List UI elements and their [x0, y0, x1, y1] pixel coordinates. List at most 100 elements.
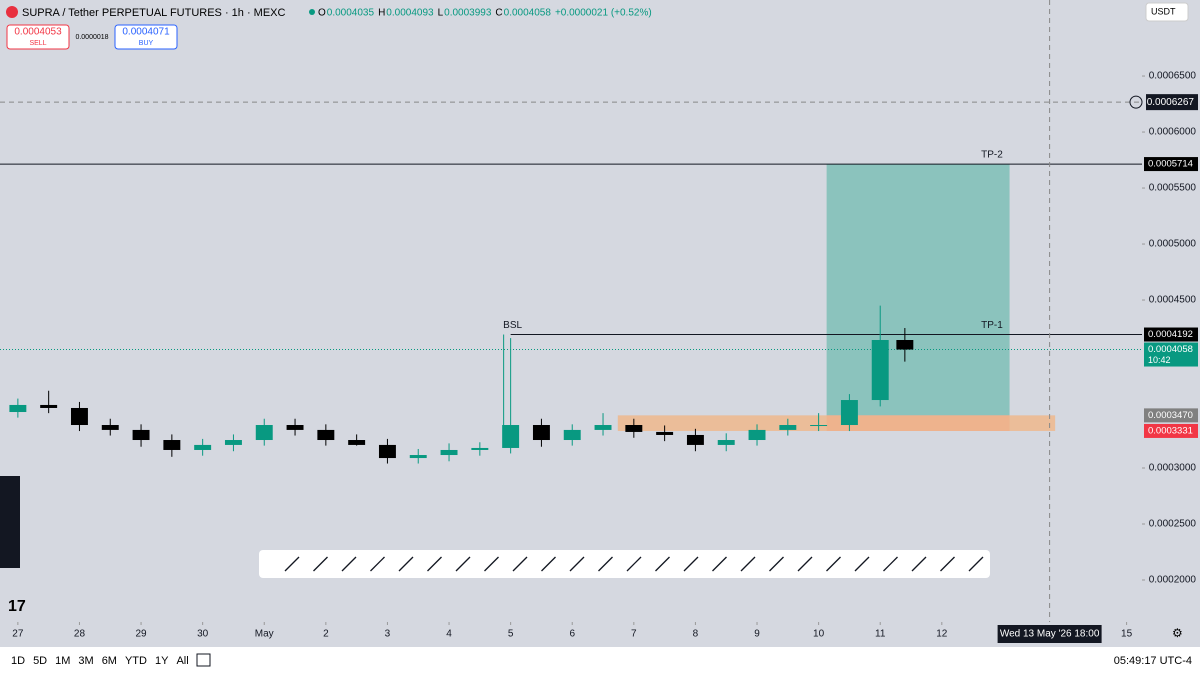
tool-icon[interactable]	[883, 556, 898, 572]
candle-body	[70, 407, 88, 426]
side-toolbar[interactable]	[0, 476, 20, 568]
y-tick-label: 0.0006500	[1149, 71, 1197, 82]
tool-icon[interactable]	[541, 556, 556, 572]
period-button[interactable]: 5D	[33, 655, 47, 667]
sell-price: 0.0004053	[14, 27, 62, 38]
candle-body	[717, 440, 735, 445]
tool-icon[interactable]	[341, 556, 357, 572]
tool-icon[interactable]	[455, 556, 471, 572]
candle-body	[40, 404, 58, 408]
candle-body	[502, 425, 520, 448]
tool-icon[interactable]	[512, 556, 528, 572]
tool-icon[interactable]	[683, 556, 699, 572]
settings-icon[interactable]: ⚙	[1172, 626, 1183, 640]
buy-price: 0.0004071	[122, 27, 170, 38]
candle-body	[810, 425, 828, 427]
price-label: 0.0005714	[1148, 159, 1193, 170]
price-label: 0.0003470	[1148, 410, 1193, 421]
period-button[interactable]: 1Y	[155, 655, 169, 667]
buy-button[interactable]	[114, 24, 178, 50]
candle-body	[286, 425, 304, 430]
date-range-icon[interactable]	[196, 653, 211, 667]
ohlc-value: 0.0003993	[444, 8, 492, 19]
period-button[interactable]: 6M	[102, 655, 117, 667]
candle-body	[163, 440, 181, 450]
bsl-label: BSL	[503, 320, 522, 331]
tool-icon[interactable]	[712, 556, 727, 572]
tool-icon[interactable]	[598, 556, 613, 572]
crosshair-y-label: 0.0006267	[1147, 97, 1195, 108]
y-tick-label: 0.0005000	[1149, 239, 1197, 250]
tool-icon[interactable]	[484, 556, 499, 572]
buy-label: BUY	[139, 40, 154, 47]
candle-body	[348, 440, 366, 445]
tool-icon[interactable]	[968, 556, 984, 572]
candle-body	[625, 425, 643, 432]
add-alert[interactable]	[1129, 95, 1143, 109]
candle-body	[378, 444, 396, 459]
price-label: 0.0003331	[1148, 425, 1193, 436]
tool-icon[interactable]	[826, 556, 841, 572]
price-label-box	[1144, 408, 1198, 423]
candle-body	[409, 455, 427, 459]
tool-icon[interactable]	[427, 556, 442, 572]
period-button[interactable]: 3M	[78, 655, 93, 667]
candle-body	[101, 425, 119, 430]
tool-icon[interactable]	[313, 556, 328, 572]
tool-icon[interactable]	[911, 556, 927, 572]
tool-icon[interactable]	[569, 556, 585, 572]
candle-body	[896, 340, 914, 350]
tool-icon[interactable]	[940, 556, 955, 572]
price-label: 0.0004058	[1148, 344, 1193, 355]
price-label-box	[1144, 157, 1198, 172]
candle-body	[132, 429, 150, 441]
x-tick-label: 15	[1121, 629, 1133, 640]
period-button[interactable]: YTD	[125, 655, 147, 667]
x-tick-label: 30	[197, 629, 209, 640]
candle-body	[317, 429, 335, 441]
symbol-title[interactable]: SUPRA / Tether PERPETUAL FUTURES · 1h · …	[22, 7, 286, 19]
x-tick-label: 27	[12, 629, 24, 640]
tool-icon[interactable]	[370, 556, 385, 572]
tool-icon[interactable]	[769, 556, 784, 572]
spread: 0.0000018	[75, 34, 108, 41]
period-button[interactable]: All	[176, 655, 188, 667]
candle-body	[194, 444, 212, 450]
x-tick-label: May	[255, 629, 274, 640]
candle-body	[656, 431, 674, 435]
sell-button[interactable]	[6, 24, 70, 50]
x-tick-label: 9	[754, 629, 760, 640]
status-dot	[309, 9, 315, 15]
candle-body	[471, 447, 489, 450]
y-tick-label: 0.0002500	[1149, 519, 1197, 530]
currency-select[interactable]	[1145, 2, 1189, 22]
x-tick-label: 8	[693, 629, 699, 640]
drawing-toolbar[interactable]	[259, 550, 990, 578]
tool-icon[interactable]	[740, 556, 756, 572]
clock: 05:49:17 UTC-4	[1114, 655, 1192, 667]
x-tick-label: 11	[875, 629, 886, 640]
tool-icon[interactable]	[655, 556, 670, 572]
tool-icon[interactable]	[398, 556, 414, 572]
candle-body	[686, 434, 704, 445]
zone	[617, 415, 1056, 431]
tv-logo: 17	[8, 598, 26, 615]
x-tick-label: 7	[631, 629, 637, 640]
candle-body	[9, 404, 27, 413]
period-button[interactable]: 1M	[55, 655, 70, 667]
tool-icon[interactable]	[797, 556, 813, 572]
y-tick-label: 0.0003000	[1149, 463, 1197, 474]
price-label-box	[1144, 423, 1198, 438]
ohlc-key: C	[495, 8, 502, 19]
tool-icon[interactable]	[854, 556, 870, 572]
price-label-box	[1144, 327, 1198, 342]
ohlc-key: O	[318, 8, 326, 19]
ohlc-value: 0.0004035	[327, 8, 375, 19]
level-label: TP-1	[981, 320, 1003, 331]
ohlc-change: +0.0000021 (+0.52%)	[555, 8, 652, 19]
x-tick-label: 4	[446, 629, 452, 640]
x-tick-label: 29	[135, 629, 147, 640]
tool-icon[interactable]	[284, 556, 300, 572]
tool-icon[interactable]	[626, 556, 642, 572]
period-button[interactable]: 1D	[11, 655, 25, 667]
